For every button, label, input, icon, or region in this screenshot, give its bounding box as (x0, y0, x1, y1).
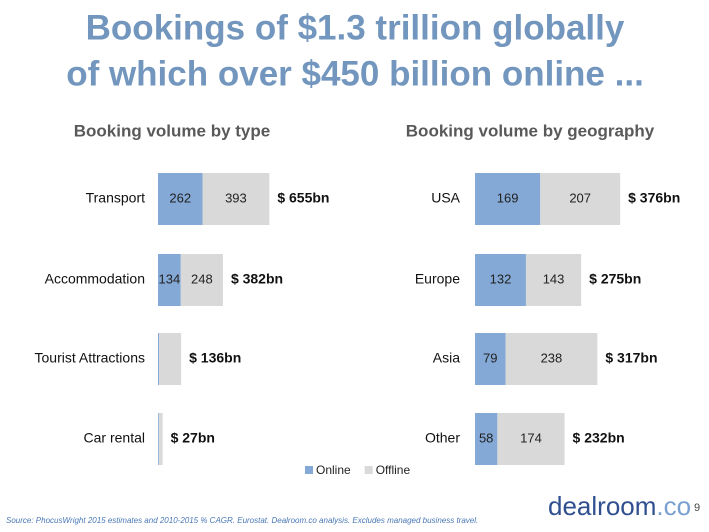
total-label: $ 382bn (231, 271, 283, 287)
bar-segment (497, 413, 565, 465)
source-note: Source: PhocusWright 2015 estimates and … (6, 516, 478, 525)
value-label: 79 (483, 350, 497, 365)
bar-segment (475, 413, 498, 465)
value-label: 174 (520, 430, 542, 445)
total-label: $ 27bn (171, 430, 215, 446)
value-label: 132 (490, 271, 512, 286)
value-label: 143 (543, 271, 565, 286)
bar-segment (159, 333, 182, 385)
total-label: $ 376bn (628, 190, 680, 206)
chart-title: Booking volume by geography (406, 121, 655, 140)
bar-segment (540, 173, 621, 225)
value-label: 58 (479, 430, 493, 445)
chart-title: Booking volume by type (74, 121, 270, 140)
category-label: Car rental (84, 430, 145, 446)
value-label: 169 (497, 190, 519, 205)
bar-segment (158, 173, 203, 225)
bar-segment (475, 333, 506, 385)
logo: dealroom.co (548, 491, 691, 521)
category-label: Tourist Attractions (35, 350, 146, 366)
category-label: Accommodation (45, 271, 145, 287)
category-label: Other (425, 430, 460, 446)
legend-label: Offline (376, 463, 411, 477)
value-label: 207 (569, 190, 591, 205)
bar-segment (158, 413, 159, 465)
bar-segment (525, 254, 582, 306)
bar-segment (180, 254, 223, 306)
bar-segment (158, 254, 181, 306)
legend-swatch (364, 466, 373, 474)
page-number: 9 (694, 502, 700, 514)
category-label: Europe (415, 271, 460, 287)
bar-segment (158, 413, 163, 465)
total-label: $ 275bn (589, 271, 641, 287)
slide-title: of which over $450 billion online ... (66, 54, 644, 93)
value-label: 238 (541, 350, 563, 365)
category-label: USA (431, 190, 460, 206)
value-label: 262 (169, 190, 191, 205)
logo-suffix: .co (656, 491, 691, 521)
total-label: $ 136bn (189, 350, 241, 366)
bar-segment (505, 333, 598, 385)
logo-main: dealroom (548, 491, 656, 521)
bar-segment (475, 254, 526, 306)
value-label: 134 (159, 271, 181, 286)
bar-segment (475, 173, 541, 225)
total-label: $ 317bn (605, 350, 657, 366)
value-label: 248 (191, 271, 213, 286)
bar-segment (202, 173, 270, 225)
bar-segment (158, 333, 160, 385)
total-label: $ 655bn (277, 190, 329, 206)
value-label: 393 (225, 190, 247, 205)
legend-swatch (305, 466, 313, 474)
total-label: $ 232bn (573, 430, 625, 446)
category-label: Transport (86, 190, 146, 206)
legend-label: Online (316, 463, 351, 477)
slide-title: Bookings of $1.3 trillion globally (86, 8, 625, 47)
category-label: Asia (433, 350, 460, 366)
